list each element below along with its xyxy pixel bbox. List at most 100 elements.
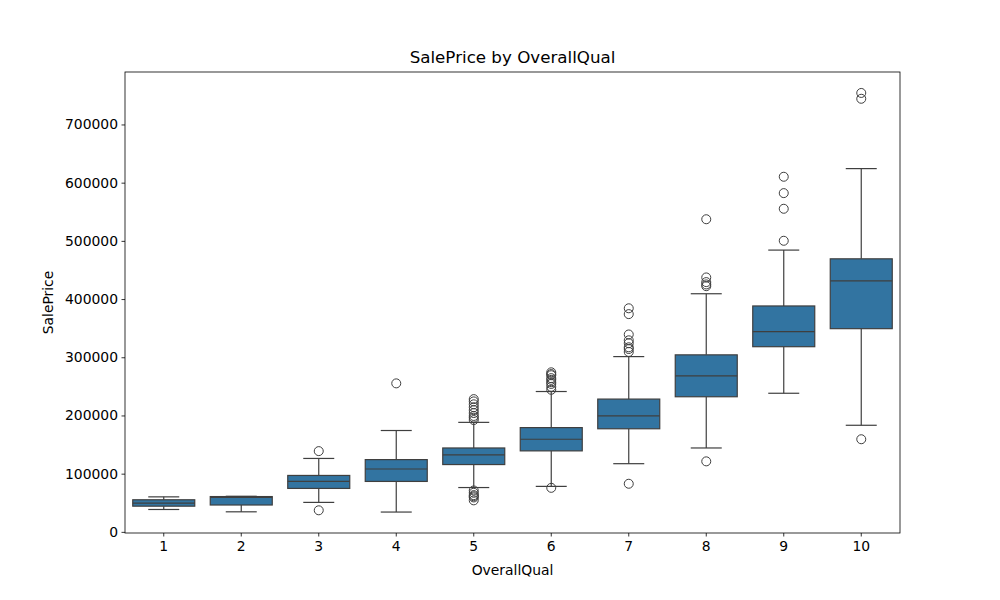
box: [210, 497, 272, 505]
outlier: [857, 88, 866, 97]
outlier: [547, 483, 556, 492]
cap-low: [148, 509, 179, 510]
y-tick: [122, 299, 126, 300]
whisker-low: [473, 465, 474, 488]
x-tick: [241, 533, 242, 537]
cap-low: [536, 486, 567, 487]
outlier: [779, 236, 788, 245]
whisker-low: [396, 481, 397, 512]
box: [675, 355, 737, 397]
cap-low: [768, 393, 799, 394]
x-tick: [706, 533, 707, 537]
outlier: [469, 488, 478, 497]
x-tick-label: 1: [159, 538, 168, 554]
box: [288, 475, 350, 488]
y-tick: [122, 415, 126, 416]
x-tick: [551, 533, 552, 537]
outlier: [624, 330, 633, 339]
cap-high: [846, 168, 877, 169]
outlier: [392, 379, 401, 388]
whisker-low: [241, 505, 242, 512]
cap-low: [381, 511, 412, 512]
plot-frame: [125, 72, 900, 533]
y-tick-label: 100000: [65, 466, 118, 482]
cap-low: [226, 511, 257, 512]
whisker-low: [783, 347, 784, 394]
y-tick-label: 600000: [65, 175, 118, 191]
cap-low: [691, 447, 722, 448]
whisker-low: [318, 488, 319, 502]
x-tick-label: 2: [237, 538, 246, 554]
cap-high: [691, 293, 722, 294]
outlier: [702, 457, 711, 466]
x-tick-label: 3: [314, 538, 323, 554]
box: [598, 399, 660, 429]
whisker-high: [396, 431, 397, 460]
outlier: [857, 435, 866, 444]
x-tick: [163, 533, 164, 537]
y-axis-label: SalePrice: [40, 271, 56, 335]
cap-low: [846, 425, 877, 426]
box: [753, 306, 815, 347]
median: [830, 280, 892, 281]
y-tick-label: 500000: [65, 233, 118, 249]
y-tick-label: 300000: [65, 349, 118, 365]
whisker-low: [706, 397, 707, 448]
median: [675, 375, 737, 376]
whisker-high: [706, 294, 707, 355]
box: [133, 500, 195, 506]
outlier: [702, 215, 711, 224]
outlier: [469, 395, 478, 404]
outlier: [314, 506, 323, 515]
cap-low: [303, 502, 334, 503]
x-tick-label: 10: [852, 538, 870, 554]
outlier: [779, 172, 788, 181]
cap-low: [613, 463, 644, 464]
outlier: [702, 273, 711, 282]
outlier: [779, 204, 788, 213]
y-tick: [122, 532, 126, 533]
x-tick: [473, 533, 474, 537]
x-tick: [783, 533, 784, 537]
cap-high: [768, 249, 799, 250]
cap-high: [303, 458, 334, 459]
whisker-high: [783, 250, 784, 306]
cap-high: [148, 496, 179, 497]
x-tick: [628, 533, 629, 537]
median: [365, 468, 427, 469]
whisker-high: [551, 392, 552, 428]
median: [288, 481, 350, 482]
x-axis-label: OverallQual: [472, 562, 554, 578]
box: [830, 259, 892, 329]
outlier: [314, 447, 323, 456]
y-tick: [122, 241, 126, 242]
cap-high: [381, 430, 412, 431]
x-tick-label: 4: [392, 538, 401, 554]
whisker-high: [473, 422, 474, 448]
x-tick-label: 5: [469, 538, 478, 554]
y-tick: [122, 183, 126, 184]
outlier: [469, 486, 478, 495]
median: [210, 497, 272, 498]
outlier: [547, 368, 556, 377]
box: [365, 460, 427, 482]
x-tick-label: 8: [702, 538, 711, 554]
whisker-low: [861, 329, 862, 426]
median: [520, 439, 582, 440]
x-tick: [318, 533, 319, 537]
whisker-high: [628, 357, 629, 399]
median: [133, 503, 195, 504]
y-tick: [122, 357, 126, 358]
y-tick-label: 0: [109, 524, 118, 540]
title: SalePrice by OverallQual: [410, 47, 616, 67]
box: [443, 448, 505, 465]
outlier: [624, 304, 633, 313]
x-tick-label: 9: [779, 538, 788, 554]
outlier: [469, 397, 478, 406]
box: [520, 428, 582, 451]
whisker-low: [551, 451, 552, 487]
chart: 0100000200000300000400000500000600000700…: [0, 0, 1000, 600]
y-tick: [122, 124, 126, 125]
whisker-high: [861, 169, 862, 259]
x-tick-label: 7: [624, 538, 633, 554]
